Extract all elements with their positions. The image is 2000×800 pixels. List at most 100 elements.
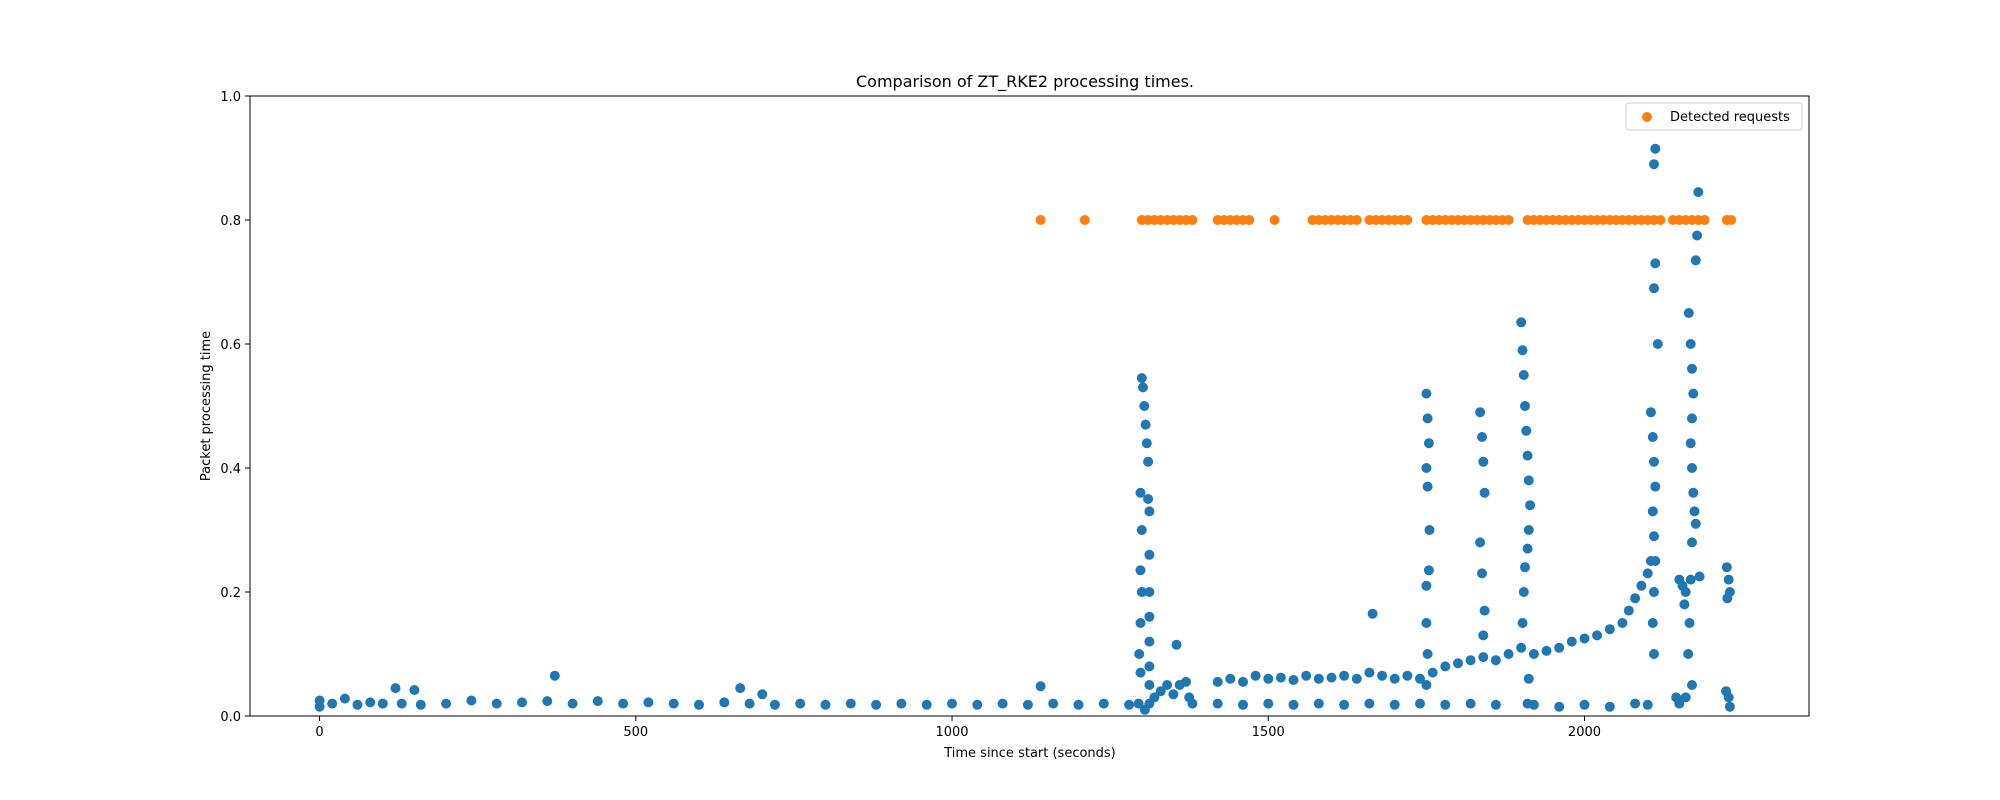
data-point-processing (1688, 487, 1699, 498)
data-point-detected (1187, 215, 1198, 225)
data-point-processing (1523, 673, 1534, 684)
data-point-processing (1133, 698, 1144, 709)
data-point-detected (1079, 215, 1090, 225)
data-point-processing (1136, 525, 1147, 535)
data-point-processing (1518, 587, 1529, 597)
data-point-processing (1617, 618, 1628, 628)
data-point-processing (1647, 506, 1658, 517)
data-point-processing (1139, 704, 1150, 715)
legend-label-detected: Detected requests (1670, 110, 1790, 125)
legend: Detected requests (1625, 102, 1803, 131)
data-point-processing (1723, 574, 1734, 585)
data-point-processing (1477, 568, 1487, 579)
data-point-processing (1422, 413, 1433, 424)
data-point-processing (896, 698, 907, 709)
data-point-detected (1726, 215, 1737, 225)
data-point-processing (795, 698, 806, 709)
data-point-processing (517, 697, 527, 708)
data-point-processing (1723, 692, 1734, 703)
data-point-processing (567, 698, 578, 709)
data-point-processing (1521, 425, 1532, 436)
data-point-processing (1649, 587, 1659, 597)
data-point-processing (1478, 456, 1489, 467)
data-point-processing (1155, 686, 1166, 697)
data-point-processing (1141, 438, 1152, 449)
data-point-processing (1642, 699, 1653, 710)
data-point-processing (921, 699, 932, 710)
data-point-processing (1124, 699, 1135, 710)
data-point-processing (1263, 698, 1274, 709)
data-point-processing (1313, 698, 1324, 709)
data-point-processing (1554, 642, 1565, 653)
data-point-processing (1490, 699, 1501, 710)
y-axis: 0.0 0.2 0.4 0.6 0.8 1.0 (220, 90, 250, 725)
data-point-processing (314, 695, 325, 706)
data-point-processing (1135, 667, 1146, 678)
data-point-processing (1022, 699, 1033, 710)
data-point-processing (1566, 636, 1577, 647)
data-point-processing (1475, 407, 1486, 418)
data-point-processing (1171, 639, 1182, 650)
data-point-processing (1140, 419, 1151, 430)
data-point-processing (1139, 401, 1150, 411)
data-point-processing (1263, 673, 1274, 684)
data-point-processing (1144, 549, 1155, 560)
data-point-processing (1650, 556, 1661, 566)
y-tick-label: 0.0 (220, 710, 241, 725)
y-tick-label: 0.4 (220, 462, 241, 477)
data-point-processing (1604, 701, 1615, 712)
data-point-processing (1035, 681, 1046, 692)
marks-layer (314, 143, 1737, 715)
data-point-processing (1144, 661, 1155, 672)
data-point-processing (1516, 317, 1527, 328)
data-point-processing (1250, 670, 1261, 681)
data-point-processing (1680, 587, 1691, 597)
x-tick-label: 2000 (1568, 725, 1601, 740)
data-point-processing (396, 698, 407, 709)
chart-title: Comparison of ZT_RKE2 processing times. (856, 72, 1194, 92)
data-point-detected (1699, 215, 1710, 225)
data-point-processing (1465, 655, 1476, 666)
data-point-processing (820, 699, 831, 710)
data-point-processing (1642, 568, 1653, 579)
data-point-processing (1649, 531, 1659, 542)
y-tick-label: 0.6 (220, 338, 241, 353)
legend-marker-detected (1642, 112, 1652, 122)
data-point-processing (1690, 255, 1701, 266)
data-point-processing (1516, 642, 1527, 653)
data-point-processing (1687, 363, 1697, 374)
data-point-processing (871, 699, 882, 710)
data-point-processing (1424, 525, 1435, 535)
data-point-processing (1604, 624, 1615, 635)
data-point-processing (1162, 680, 1173, 690)
data-point-processing (1421, 680, 1432, 690)
data-point-processing (1422, 649, 1433, 659)
data-point-processing (1630, 593, 1641, 604)
data-point-detected (1351, 215, 1362, 225)
data-point-processing (947, 698, 957, 709)
data-point-processing (1135, 565, 1146, 576)
data-point-processing (1724, 701, 1735, 712)
data-point-processing (1693, 187, 1704, 198)
data-point-processing (1475, 537, 1486, 548)
x-tick-label: 1000 (935, 725, 968, 740)
data-point-processing (1143, 456, 1154, 467)
data-point-processing (1339, 699, 1350, 710)
data-point-processing (1415, 673, 1425, 684)
data-point-processing (694, 699, 704, 710)
data-point-processing (1326, 672, 1337, 683)
y-tick-label: 0.2 (220, 586, 241, 601)
data-point-processing (1440, 661, 1451, 672)
data-point-processing (1688, 388, 1699, 399)
data-point-detected (1655, 215, 1666, 225)
data-point-processing (1136, 587, 1147, 597)
data-point-processing (1541, 645, 1552, 656)
data-point-processing (1685, 574, 1696, 585)
data-point-processing (1592, 630, 1603, 641)
data-point-processing (1423, 438, 1434, 449)
data-point-processing (1135, 618, 1146, 628)
data-point-processing (1479, 605, 1490, 616)
data-point-processing (1684, 618, 1695, 628)
data-point-processing (1645, 407, 1656, 418)
